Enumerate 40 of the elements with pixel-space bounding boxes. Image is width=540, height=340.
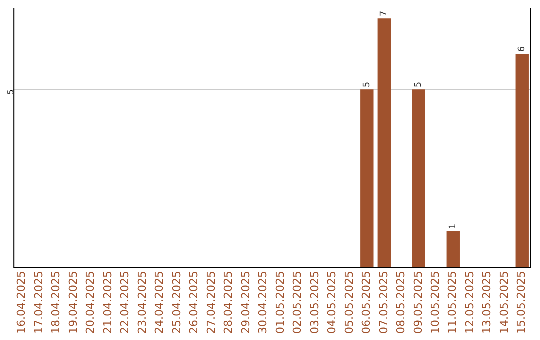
x-tick-label: 15.05.2025 [515, 271, 528, 334]
x-tick-label: 10.05.2025 [429, 271, 442, 334]
x-tick-label: 26.04.2025 [188, 271, 201, 334]
x-tick-label: 08.05.2025 [394, 271, 408, 334]
data-label: 7 [380, 10, 390, 17]
x-tick-label: 14.05.2025 [498, 271, 511, 334]
x-tick-label: 18.04.2025 [50, 271, 63, 334]
x-tick-label: 27.04.2025 [204, 271, 218, 334]
bar [378, 18, 391, 268]
x-tick-label: 16.04.2025 [15, 271, 28, 334]
x-tick-label: 17.04.2025 [32, 271, 46, 334]
data-label: 5 [414, 82, 424, 88]
x-tick-label: 03.05.2025 [308, 271, 322, 334]
x-tick-label: 22.04.2025 [118, 271, 132, 334]
x-tick-label: 01.05.2025 [274, 271, 287, 334]
x-tick-label: 09.05.2025 [412, 271, 425, 334]
x-tick-label: 25.04.2025 [170, 271, 184, 334]
data-label: 1 [448, 224, 459, 230]
bar [446, 232, 460, 268]
x-tick-label: 02.05.2025 [291, 271, 304, 334]
x-tick-label: 04.05.2025 [326, 271, 339, 334]
x-tick-label: 23.04.2025 [136, 271, 149, 334]
bar [360, 90, 374, 268]
bar [412, 90, 426, 268]
x-tick-label: 12.05.2025 [463, 271, 476, 334]
x-tick-label: 20.04.2025 [84, 271, 98, 334]
data-label: 5 [362, 82, 372, 88]
x-tick-label: 07.05.2025 [377, 271, 390, 334]
x-tick-label: 28.04.2025 [222, 271, 236, 334]
x-tick-label: 11.05.2025 [446, 271, 460, 334]
x-tick-label: 06.05.2025 [360, 271, 374, 334]
x-tick-label: 21.04.2025 [101, 271, 114, 334]
x-tick-label: 24.04.2025 [153, 271, 166, 334]
x-tick-label: 29.04.2025 [239, 271, 252, 334]
bar [516, 54, 529, 268]
data-label: 6 [518, 46, 528, 52]
x-tick-label: 13.05.2025 [480, 271, 494, 334]
x-tick-label: 30.04.2025 [256, 271, 270, 334]
x-tick-label: 19.04.2025 [66, 271, 80, 334]
x-tick-label: 05.05.2025 [342, 271, 356, 334]
